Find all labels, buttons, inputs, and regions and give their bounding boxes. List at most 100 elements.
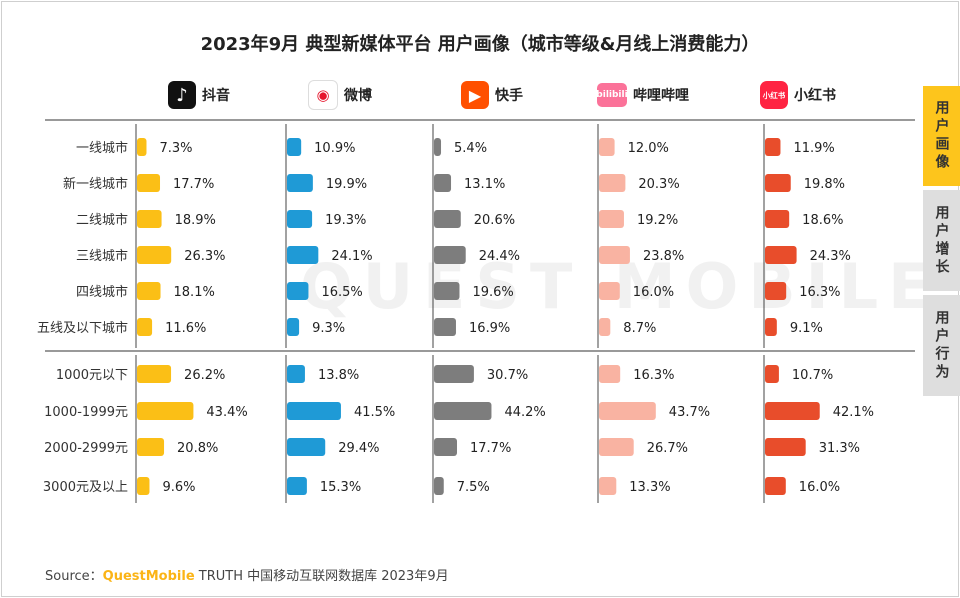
platform-name: 微博 <box>344 88 372 104</box>
data-label: 16.3% <box>799 285 840 300</box>
category-label: 1000元以下 <box>56 368 128 383</box>
bar <box>765 138 781 156</box>
source-note: Source：QuestMobile TRUTH 中国移动互联网数据库 2023… <box>45 565 449 584</box>
category-label: 新一线城市 <box>63 176 128 192</box>
category-label: 二线城市 <box>76 212 128 228</box>
bar <box>137 318 153 336</box>
data-label: 18.9% <box>175 213 216 228</box>
bar <box>599 318 611 336</box>
data-label: 41.5% <box>354 405 395 420</box>
bar <box>765 318 777 336</box>
platform-header-xiaohongshu: 小红书 小红书 <box>760 80 836 110</box>
data-label: 13.1% <box>464 177 505 192</box>
platform-header-kuaishou: ▶ 快手 <box>461 80 523 110</box>
bar <box>434 438 458 456</box>
bar <box>599 138 615 156</box>
data-label: 9.3% <box>312 321 345 336</box>
data-label: 26.2% <box>184 368 225 383</box>
bar <box>287 477 307 495</box>
bar <box>287 174 313 192</box>
bar <box>137 477 150 495</box>
bar <box>599 282 620 300</box>
data-label: 20.3% <box>638 177 679 192</box>
bar <box>137 365 172 383</box>
bar <box>137 282 161 300</box>
data-label: 10.7% <box>792 368 833 383</box>
data-label: 17.7% <box>470 441 511 456</box>
bar <box>287 318 300 336</box>
data-label: 43.4% <box>206 405 247 420</box>
bar <box>137 174 161 192</box>
platform-name: 抖音 <box>202 88 230 104</box>
bar <box>599 246 630 264</box>
data-label: 9.1% <box>790 321 823 336</box>
data-label: 20.6% <box>474 213 515 228</box>
data-label: 23.8% <box>643 249 684 264</box>
data-label: 44.2% <box>504 405 545 420</box>
tab-user-growth[interactable]: 用户增长 <box>923 190 960 291</box>
source-brand: QuestMobile <box>102 569 195 584</box>
tab-user-profile[interactable]: 用户画像 <box>923 86 960 186</box>
data-label: 15.3% <box>320 480 361 495</box>
douyin-logo-icon: ♪ <box>168 81 196 109</box>
bar <box>434 477 444 495</box>
data-label: 26.7% <box>647 441 688 456</box>
platform-header-weibo: ◉ 微博 <box>308 80 372 110</box>
bar <box>287 282 309 300</box>
tab-user-behavior[interactable]: 用户行为 <box>923 295 960 396</box>
bar <box>599 402 656 420</box>
data-label: 19.6% <box>472 285 513 300</box>
category-label: 一线城市 <box>76 140 128 156</box>
data-label: 30.7% <box>487 368 528 383</box>
bar <box>599 477 617 495</box>
data-label: 16.0% <box>633 285 674 300</box>
data-label: 9.6% <box>162 480 195 495</box>
bar <box>765 477 786 495</box>
bar <box>287 210 313 228</box>
bar <box>434 210 461 228</box>
bar <box>287 246 319 264</box>
chart-title: 2023年9月 典型新媒体平台 用户画像（城市等级&月线上消费能力） <box>200 34 760 55</box>
data-label: 11.9% <box>793 141 834 156</box>
bilibili-logo-icon: bilibili <box>596 83 628 107</box>
source-text: TRUTH 中国移动互联网数据库 2023年9月 <box>194 569 449 584</box>
bar <box>137 438 165 456</box>
bar <box>287 402 341 420</box>
data-label: 19.2% <box>637 213 678 228</box>
data-label: 24.1% <box>331 249 372 264</box>
category-label: 五线及以下城市 <box>37 320 128 336</box>
platform-name: 小红书 <box>794 88 836 104</box>
bar <box>137 402 194 420</box>
bar <box>137 138 147 156</box>
platform-name: 快手 <box>495 88 523 104</box>
bar <box>434 174 452 192</box>
data-label: 20.8% <box>177 441 218 456</box>
xiaohongshu-logo-icon: 小红书 <box>760 81 788 109</box>
category-label: 1000-1999元 <box>44 405 128 420</box>
bar <box>287 138 302 156</box>
platform-header-bilibili: bilibili 哔哩哔哩 <box>596 80 689 110</box>
bar <box>137 246 172 264</box>
bar <box>434 365 474 383</box>
bar <box>434 282 460 300</box>
data-label: 11.6% <box>165 321 206 336</box>
bar <box>287 438 326 456</box>
category-label: 四线城市 <box>76 284 128 300</box>
bar <box>434 138 442 156</box>
data-label: 10.9% <box>314 141 355 156</box>
bar <box>765 174 791 192</box>
data-label: 8.7% <box>623 321 656 336</box>
data-label: 13.3% <box>629 480 670 495</box>
data-label: 31.3% <box>819 441 860 456</box>
data-label: 16.5% <box>321 285 362 300</box>
bar <box>599 210 624 228</box>
bar <box>599 174 626 192</box>
bar <box>434 402 492 420</box>
bar <box>765 365 779 383</box>
data-label: 29.4% <box>338 441 379 456</box>
platform-name: 哔哩哔哩 <box>633 88 689 104</box>
bar <box>137 210 162 228</box>
data-label: 26.3% <box>184 249 225 264</box>
bar <box>599 438 634 456</box>
